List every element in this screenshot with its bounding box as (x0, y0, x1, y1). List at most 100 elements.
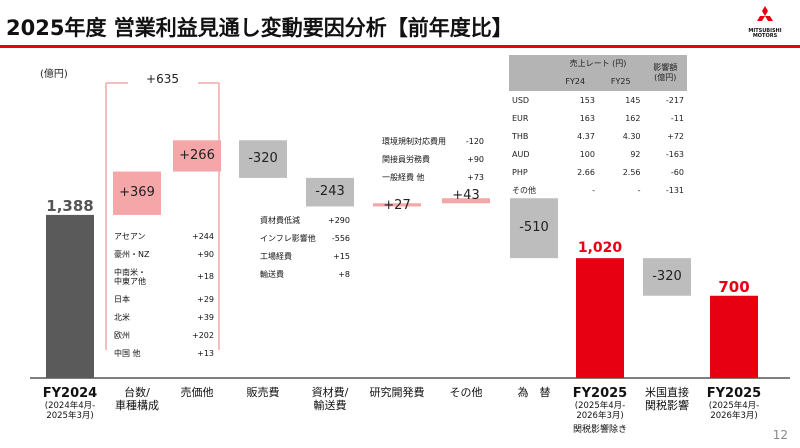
bar-fy2025ex (576, 258, 624, 378)
fx-cell-cur: USD (512, 95, 530, 105)
value-label-fx: -510 (519, 220, 549, 236)
fx-cell-fy25: 162 (625, 113, 641, 123)
volume-breakdown-label-5: 欧州 (114, 331, 130, 340)
material-breakdown-value-0: +290 (328, 216, 350, 225)
rnd-breakdown-label-1: 関接員労務費 (382, 155, 430, 164)
fx-header-fy25: FY25 (597, 73, 644, 91)
value-label-fy2025ex: 1,020 (577, 240, 623, 257)
category-label-material: 資材費/輸送費 (311, 386, 349, 412)
volume-breakdown-value-0: +244 (192, 232, 214, 241)
fx-header-impact: 影響額 (億円) (643, 55, 687, 91)
fx-row: USD 153 145 -217 (509, 91, 687, 109)
category-label-rnd: 研究開発費 (369, 386, 425, 399)
fx-header-spacer (509, 55, 553, 73)
fx-row: その他 - - -131 (509, 181, 687, 199)
bar-fy2024 (46, 214, 94, 378)
fx-cell-fy24: 100 (579, 149, 595, 159)
fx-header-rate: 売上レート (円) (552, 55, 644, 73)
three-diamonds-icon (757, 6, 773, 21)
category-note-fy2025ex: 関税影響除き (572, 425, 627, 435)
category-period-fy2025: (2025年4月- 2026年3月) (708, 401, 760, 421)
page-title: 2025年度 営業利益見通し変動要因分析【前年度比】 (6, 16, 513, 40)
y-unit-label: (億円) (40, 69, 68, 80)
category-label-fx: 為 替 (517, 386, 551, 399)
volume-breakdown-label-6: 中国 他 (114, 349, 141, 358)
bar-volume (113, 171, 161, 215)
title-underline (0, 45, 800, 48)
fx-cell-fy25: 4.30 (622, 131, 641, 141)
material-breakdown-label-0: 資材費低減 (260, 216, 300, 225)
category-label-price: 売価他 (180, 386, 214, 399)
volume-breakdown-label-0: アセアン (114, 232, 146, 241)
fx-cell-cur: EUR (512, 113, 529, 123)
category-label-tariff: 米国直接 関税影響 (645, 386, 689, 412)
fx-row: THB 4.37 4.30 +72 (509, 127, 687, 145)
bar-rnd (373, 203, 421, 207)
volume-breakdown-label-3: 日本 (114, 295, 130, 304)
volume-breakdown-label-2: 中南米・ 中東ア他 (114, 268, 146, 286)
bar-tariff (643, 258, 691, 296)
fx-cell-fy25: - (637, 185, 641, 195)
value-label-price: +266 (179, 147, 215, 163)
fx-header-fy24: FY24 (552, 73, 598, 91)
fx-cell-impact: -163 (665, 149, 684, 159)
volume-breakdown-value-2: +18 (197, 272, 214, 281)
category-label-volume: 台数/車種構成 (115, 386, 159, 412)
material-breakdown-label-1: インフレ影響他 (260, 234, 316, 243)
mitsubishi-logo: MITSUBISHI MOTORS (741, 6, 789, 39)
bar-other (442, 198, 490, 204)
bar-price (173, 140, 221, 172)
fx-cell-impact: +72 (667, 131, 684, 141)
fx-cell-cur: AUD (512, 149, 530, 159)
value-label-fy2025: 700 (718, 277, 750, 296)
fx-row: EUR 163 162 -11 (509, 109, 687, 127)
fx-row: AUD 100 92 -163 (509, 145, 687, 163)
fx-cell-fy24: 2.66 (577, 167, 595, 177)
bar-fx (510, 198, 558, 259)
page-number: 12 (772, 428, 788, 442)
rnd-breakdown-value-1: +90 (467, 155, 484, 164)
category-period-fy2025ex: (2025年4月- 2026年3月) (574, 401, 626, 421)
bar-material (306, 177, 354, 207)
fx-cell-cur: その他 (512, 185, 536, 195)
fx-cell-fy24: 163 (579, 113, 595, 123)
value-label-tariff: -320 (652, 268, 682, 284)
bar-selling (239, 140, 287, 178)
fx-cell-fy24: 153 (579, 95, 595, 105)
fx-cell-cur: THB (512, 131, 529, 141)
value-label-rnd: +27 (383, 198, 411, 214)
category-label-selling: 販売費 (246, 386, 280, 399)
value-label-material: -243 (315, 184, 345, 200)
volume-breakdown-label-4: 北米 (114, 313, 130, 322)
fx-cell-impact: -217 (665, 95, 684, 105)
fx-cell-fy25: 92 (630, 149, 641, 159)
rnd-breakdown-value-0: -120 (465, 137, 484, 146)
value-label-volume: +369 (119, 185, 155, 201)
bar-fy2025 (710, 295, 758, 378)
logo-wordmark: MITSUBISHI MOTORS (748, 28, 782, 39)
volume-breakdown-value-6: +13 (197, 349, 214, 358)
volume-breakdown-value-4: +39 (197, 313, 214, 322)
fx-cell-impact: -60 (670, 167, 684, 177)
material-breakdown-value-3: +8 (338, 270, 350, 279)
material-breakdown-label-3: 輸送費 (260, 270, 284, 279)
rnd-breakdown-label-0: 環境規制対応費用 (382, 137, 446, 146)
rnd-breakdown-label-2: 一般経費 他 (382, 173, 425, 182)
volume-breakdown-value-3: +29 (197, 295, 214, 304)
fx-header-spacer2 (509, 73, 553, 91)
fx-cell-fy25: 145 (625, 95, 641, 105)
fx-cell-fy25: 2.56 (622, 167, 641, 177)
material-breakdown-value-2: +15 (333, 252, 350, 261)
fx-cell-impact: -11 (670, 113, 684, 123)
category-label-fy2024: FY2024 (2024年4月- 2025年3月) (32, 386, 108, 421)
fx-cell-fy24: 4.37 (577, 131, 595, 141)
category-label-fy2025ex: FY2025 (2025年4月- 2026年3月) 関税影響除き (562, 386, 638, 438)
value-label-other: +43 (452, 188, 480, 204)
fx-rate-table: 売上レート (円) 影響額 (億円) FY24 FY25 USD 153 145 -21… (509, 55, 687, 199)
bracket-total-label: +635 (127, 72, 198, 86)
material-breakdown-label-2: 工場経費 (260, 252, 292, 261)
value-label-selling: -320 (248, 151, 278, 167)
category-period-fy2024: (2024年4月- 2025年3月) (44, 401, 96, 421)
volume-breakdown-label-1: 豪州・NZ (114, 250, 150, 259)
